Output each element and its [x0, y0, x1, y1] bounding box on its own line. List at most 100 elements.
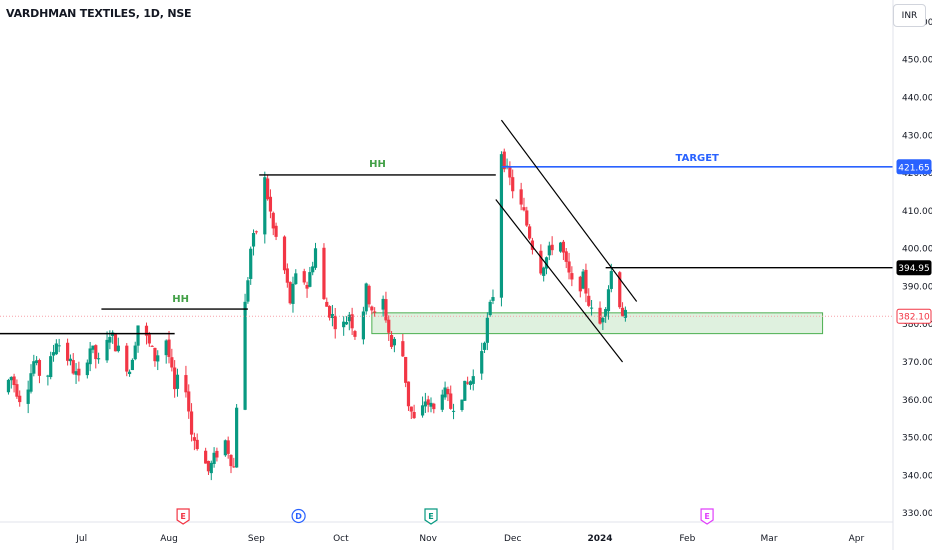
candle-body: [347, 314, 351, 322]
candle-body: [508, 166, 512, 178]
candle-body: [35, 360, 39, 364]
candle-body: [91, 345, 95, 350]
candle-body: [192, 437, 196, 441]
candle: [451, 403, 456, 420]
candle: [567, 252, 571, 280]
candle-body: [108, 336, 112, 343]
x-tick-label: Nov: [419, 534, 437, 544]
event-marker-earnings[interactable]: E: [700, 508, 714, 525]
candle: [609, 263, 613, 293]
candle-body: [519, 189, 523, 205]
candle-body: [392, 338, 396, 346]
candle-body: [387, 319, 391, 333]
candle-body: [471, 376, 475, 384]
event-marker-earnings[interactable]: E: [176, 508, 190, 525]
candle: [96, 352, 101, 364]
candle-body: [598, 307, 602, 324]
candle: [127, 369, 132, 377]
candle: [522, 197, 526, 212]
candle-body: [150, 345, 154, 347]
candle-body: [254, 231, 258, 233]
last-price-tag-text: 382.10: [898, 313, 930, 323]
candle: [361, 306, 365, 345]
y-tick-label: 370.00: [902, 358, 932, 368]
support-zone: [371, 312, 824, 335]
candle-body: [249, 248, 253, 279]
candle: [525, 206, 529, 227]
candle: [420, 396, 425, 418]
candle: [384, 291, 388, 323]
candle: [74, 363, 78, 384]
target-label: TARGET: [676, 153, 720, 164]
candle-body: [389, 334, 394, 347]
candle: [54, 339, 58, 356]
candle-body: [370, 306, 374, 311]
candle: [558, 241, 563, 253]
candle: [330, 304, 335, 327]
candle: [116, 337, 120, 353]
candle-body: [558, 242, 563, 252]
candle-body: [212, 452, 216, 464]
earnings-marker-bg: [176, 508, 190, 525]
candle-body: [412, 412, 416, 419]
event-marker-earnings[interactable]: E: [424, 508, 438, 525]
candle: [130, 358, 135, 371]
candle: [606, 285, 611, 320]
candle-body: [327, 306, 332, 318]
candle: [381, 295, 385, 317]
candle: [113, 333, 118, 352]
channel-lower: [495, 199, 624, 363]
candle: [618, 271, 622, 309]
candle: [133, 341, 137, 361]
candle-body: [463, 380, 467, 401]
candle-body: [601, 317, 605, 323]
candle-body: [564, 251, 568, 262]
candle: [26, 380, 30, 414]
candle-body: [127, 371, 132, 375]
candle-body: [511, 177, 515, 192]
candle-body: [156, 355, 160, 362]
candle-body: [480, 351, 484, 374]
candle: [94, 344, 98, 369]
candle: [305, 281, 309, 298]
candle: [344, 316, 349, 325]
candle: [333, 307, 337, 339]
candle: [370, 305, 374, 315]
candle: [570, 266, 574, 287]
candle-body: [305, 284, 309, 289]
candle-body: [49, 356, 53, 378]
candle: [311, 261, 315, 276]
candle-body: [46, 375, 50, 377]
candle: [550, 236, 554, 256]
currency-button[interactable]: INR: [893, 4, 926, 27]
candle-body: [175, 374, 180, 389]
dividend-marker-bg: [291, 508, 306, 524]
chart-title: VARDHMAN TEXTILES, 1D, NSE: [6, 7, 192, 20]
candle-body: [54, 343, 58, 355]
candle: [406, 381, 411, 411]
candle: [620, 302, 625, 317]
candle-body: [136, 325, 140, 346]
candle: [167, 330, 171, 364]
event-marker-dividend[interactable]: D: [291, 508, 306, 524]
candle-body: [88, 348, 92, 365]
last-price-tag-bg: [896, 308, 932, 324]
candle: [347, 311, 351, 331]
candle-body: [446, 388, 450, 395]
x-tick-label: Oct: [333, 534, 349, 544]
candle-body: [449, 393, 453, 409]
candle: [212, 447, 216, 468]
candle: [302, 268, 306, 285]
candle: [364, 282, 368, 315]
candle: [564, 248, 568, 269]
candle-body: [291, 283, 295, 304]
candle-body: [567, 261, 571, 273]
candle: [187, 384, 191, 419]
candle-body: [542, 267, 546, 276]
candle: [91, 345, 95, 354]
candle: [468, 380, 473, 390]
y-tick-label: 400.00: [902, 245, 932, 255]
candle: [519, 182, 523, 211]
